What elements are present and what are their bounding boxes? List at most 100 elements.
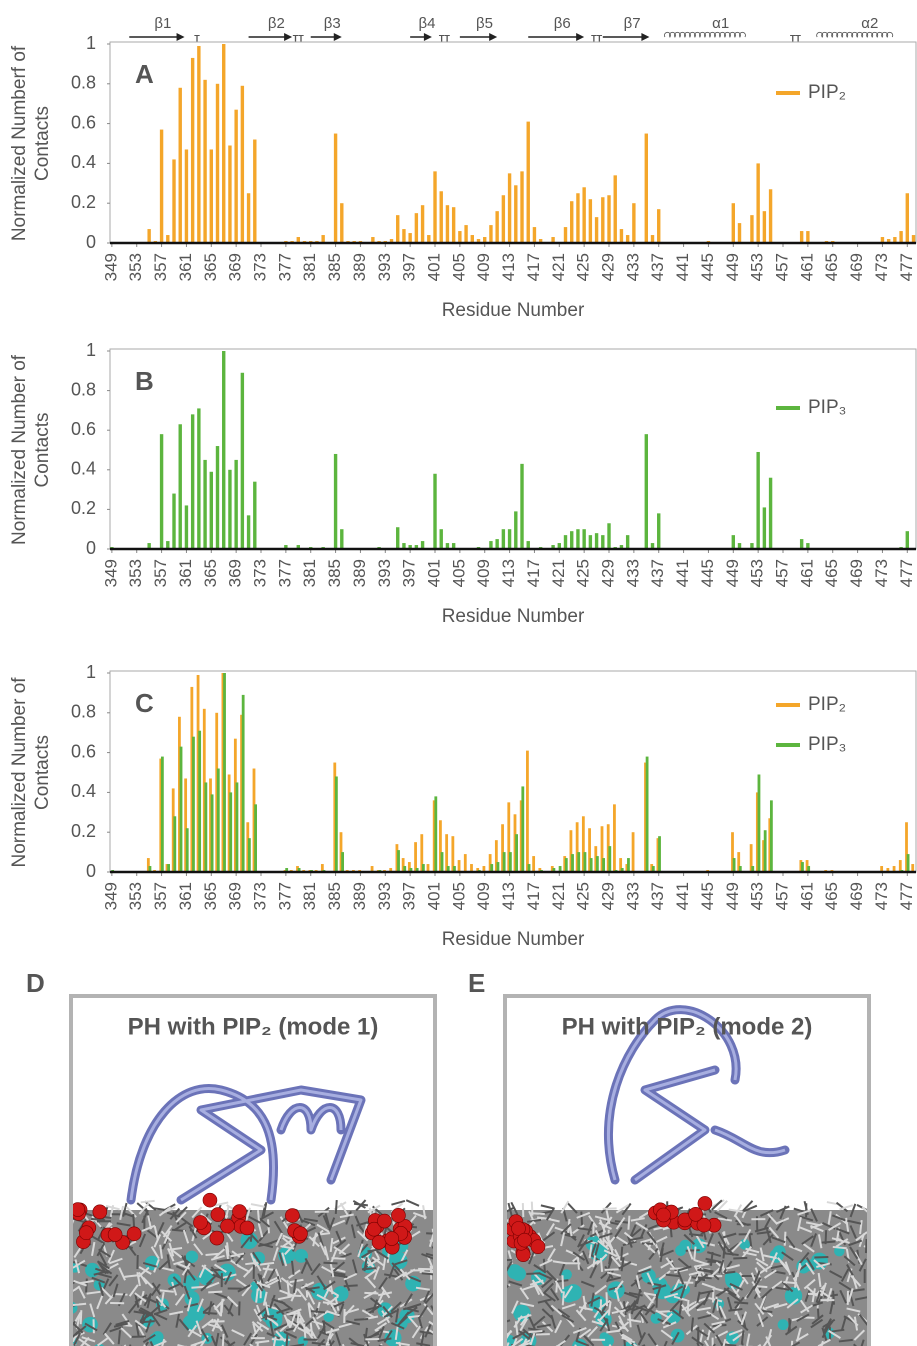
bar [440,852,444,872]
lipid-tail [71,1280,77,1286]
lipid-tail [334,1199,338,1215]
x-tick-label: 429 [598,253,617,281]
lipid-tail [827,1211,832,1226]
bar [799,860,803,872]
y-tick-label: 0.8 [71,379,96,399]
lipid-tail [187,1324,198,1338]
lipid-tail [335,1230,343,1245]
lipid-tail [522,1328,535,1340]
bar [203,79,207,243]
lipid-tail [552,1260,567,1265]
lipid-tail [395,1341,410,1346]
y-tick-label: 0 [86,861,96,881]
bar [762,211,767,243]
lipid-tail [614,1321,623,1335]
bar [527,864,531,872]
bar [526,750,529,872]
lipid-tail [275,1232,283,1247]
lipid-tail [241,1284,252,1297]
lipid-tail [615,1235,629,1245]
lipid-tail [765,1336,772,1346]
lipid-tail [681,1304,691,1317]
bar [645,756,649,872]
x-tick-label: 381 [300,882,319,910]
x-tick-label: 441 [673,882,692,910]
x-tick-label: 413 [499,253,518,281]
x-tick-label: 373 [250,253,269,281]
lipid-tail [505,1319,511,1324]
lipid-tail [202,1229,215,1240]
lipid-tail [846,1264,855,1278]
x-tick-label: 449 [723,559,742,587]
headgroup-sphere [371,1234,387,1250]
image-border [503,994,871,1346]
lipid-tail [128,1284,139,1297]
bar [470,864,473,872]
lipid-tail [140,1199,155,1204]
panel-label: A [135,59,154,89]
lipid-tail [858,1314,869,1327]
bar [731,203,735,243]
lipid-tail [741,1245,753,1259]
lipid-tail [638,1265,652,1273]
y-tick-label: 0.2 [71,192,96,212]
lipid-tail [256,1281,271,1289]
lipid-tail [374,1322,388,1332]
lipid-tail [256,1341,260,1346]
lipid-tail [326,1295,339,1306]
lipid-tail [848,1239,863,1247]
lipid-tail [327,1338,333,1346]
x-tick-label: 349 [101,253,120,281]
bar [320,864,324,872]
lipid-tail [255,1339,270,1344]
lipid-tail [510,1201,519,1216]
x-tick-label: 429 [598,882,617,910]
lipid-tail [820,1282,827,1297]
lipid-tail [292,1278,297,1293]
lipid-tail [691,1276,706,1282]
lipid-tail [542,1282,555,1295]
lipid-tail [759,1295,767,1309]
lipid-tail [810,1208,818,1222]
lipid-tail [658,1270,671,1281]
bar [216,768,220,872]
lipid-tail [116,1222,131,1227]
lipid-tail [817,1234,823,1249]
lipid-tail [380,1285,391,1299]
lipid-tail [655,1286,662,1301]
bar [197,45,201,243]
lipid-tail [138,1202,150,1215]
lipid-tail [105,1204,120,1211]
bar [285,868,289,872]
y-tick-label: 0.4 [71,781,96,801]
bar [333,762,337,872]
structure-label: β3 [324,15,341,32]
bar [215,83,220,243]
x-tick-label: 409 [474,882,493,910]
lipid-tail [354,1215,362,1230]
bar [650,543,655,549]
lipid-tail [258,1217,271,1228]
bar [768,818,772,872]
lipid-tail [377,1291,393,1297]
lipid-tail [723,1244,735,1256]
lipid-tail [770,1280,783,1291]
lipid-tail [97,1272,112,1279]
x-tick-label: 449 [723,882,742,910]
bar [246,193,251,243]
bar [439,820,442,872]
bar [457,860,461,872]
lipid-tail [273,1303,285,1315]
lipid-tail [144,1200,157,1211]
lipid-tail [310,1263,321,1276]
lipid-tail [751,1280,761,1294]
bar [340,529,344,549]
lipid-tail [805,1221,821,1227]
water-sphere [560,1285,578,1303]
x-tick-label: 361 [176,882,195,910]
bar [799,539,804,549]
headgroup-sphere [41,1203,55,1217]
lipid-tail [274,1268,282,1283]
lipid-tail [345,1308,360,1315]
bar [446,866,450,872]
